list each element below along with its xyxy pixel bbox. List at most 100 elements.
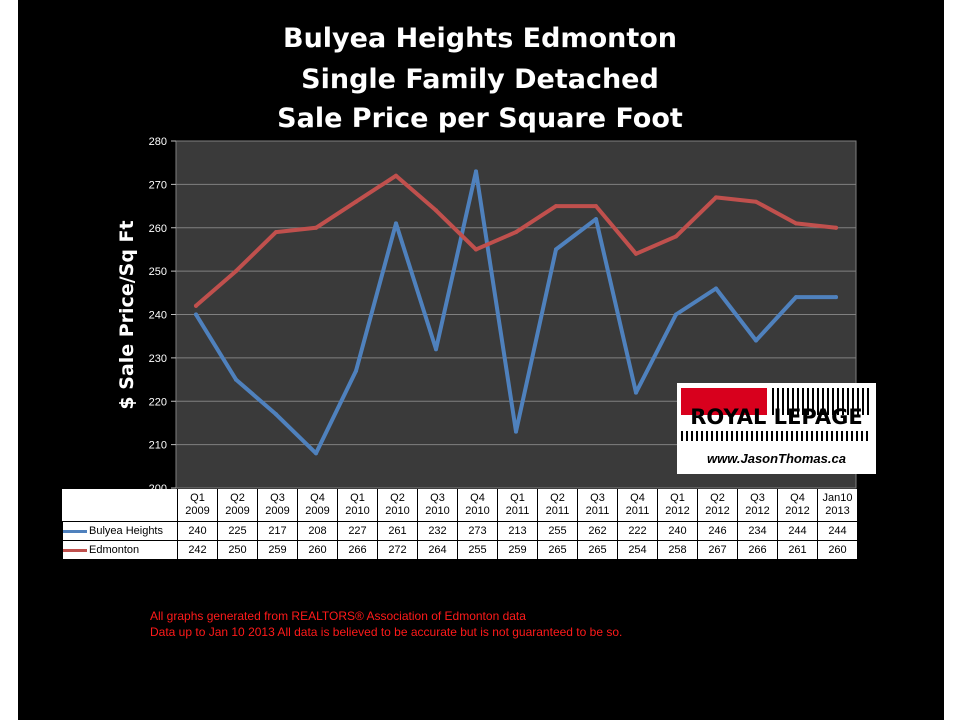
data-point-bulyea-heights — [314, 451, 318, 456]
data-point-edmonton — [554, 204, 558, 209]
y-tick-label: 270 — [149, 179, 167, 191]
x-tick-label: Q2 2009 — [217, 489, 258, 522]
y-tick-label: 230 — [149, 353, 167, 365]
data-point-bulyea-heights — [274, 412, 278, 417]
data-label: 259 — [497, 540, 538, 560]
data-label: 254 — [617, 540, 658, 560]
y-tick-label: 210 — [149, 440, 167, 452]
data-label: 258 — [657, 540, 698, 560]
chart-title-line-3: Sale Price per Square Foot — [277, 103, 683, 134]
data-label: 222 — [617, 521, 658, 541]
data-point-bulyea-heights — [434, 347, 438, 352]
data-point-bulyea-heights — [234, 377, 238, 382]
data-label: 267 — [697, 540, 738, 560]
data-label: 255 — [457, 540, 498, 560]
logo-website: www.JasonThomas.ca — [707, 451, 846, 466]
data-point-bulyea-heights — [674, 312, 678, 317]
footnote-disclaimer: Data up to Jan 10 2013 All data is belie… — [150, 625, 623, 639]
data-point-bulyea-heights — [714, 286, 718, 291]
x-tick-label: Q1 2010 — [337, 489, 378, 522]
x-tick-label: Q2 2011 — [537, 489, 578, 522]
x-tick-label: Q3 2011 — [577, 489, 618, 522]
data-point-edmonton — [674, 234, 678, 239]
data-point-edmonton — [834, 225, 838, 230]
legend-entry: Edmonton — [62, 540, 178, 560]
logo-barcode-stripes-lower — [681, 431, 871, 441]
data-point-bulyea-heights — [354, 368, 358, 373]
x-tick-label: Q2 2010 — [377, 489, 418, 522]
data-label: 244 — [777, 521, 818, 541]
data-label: 265 — [537, 540, 578, 560]
table-corner — [63, 489, 178, 522]
data-label: 240 — [177, 521, 218, 541]
x-tick-label: Q4 2010 — [457, 489, 498, 522]
x-tick-label: Q4 2011 — [617, 489, 658, 522]
data-label: 234 — [737, 521, 778, 541]
logo-brand-name: ROYAL LEPAGE — [690, 405, 863, 429]
data-label: 272 — [377, 540, 418, 560]
data-point-edmonton — [634, 251, 638, 256]
table-row: Edmonton 242 250 259 260 266 272 264 255 259 265 26… — [62, 540, 858, 560]
logo-red-block — [681, 388, 767, 415]
y-tick-label: 250 — [149, 266, 167, 278]
data-label: 227 — [337, 521, 378, 541]
data-label: 273 — [457, 521, 498, 541]
logo-barcode-stripes — [772, 388, 870, 415]
data-label: 232 — [417, 521, 458, 541]
data-point-edmonton — [754, 199, 758, 204]
legend-swatch — [63, 548, 87, 552]
data-label: 266 — [337, 540, 378, 560]
data-point-bulyea-heights — [834, 295, 838, 300]
data-point-edmonton — [314, 225, 318, 230]
y-tick-label: 240 — [149, 310, 167, 322]
data-label: 246 — [697, 521, 738, 541]
data-point-bulyea-heights — [514, 429, 518, 434]
data-point-edmonton — [714, 195, 718, 200]
chart-title-line-1: Bulyea Heights Edmonton — [282, 23, 678, 54]
y-tick-label: 220 — [149, 396, 167, 408]
data-label: 213 — [497, 521, 538, 541]
legend-swatch — [63, 529, 87, 533]
x-tick-label: Q2 2012 — [697, 489, 738, 522]
footnote-source: All graphs generated from REALTORS® Asso… — [150, 609, 526, 623]
x-tick-label: Jan10 2013 — [817, 489, 858, 522]
data-point-bulyea-heights — [554, 247, 558, 252]
data-label: 260 — [297, 540, 338, 560]
data-label: 208 — [297, 521, 338, 541]
data-label: 225 — [217, 521, 258, 541]
data-label: 266 — [737, 540, 778, 560]
data-label: 244 — [817, 521, 858, 541]
data-point-edmonton — [234, 269, 238, 274]
x-tick-label: Q1 2011 — [497, 489, 538, 522]
data-label: 260 — [817, 540, 858, 560]
data-label: 261 — [777, 540, 818, 560]
data-point-bulyea-heights — [754, 338, 758, 343]
data-label: 259 — [257, 540, 298, 560]
data-point-bulyea-heights — [594, 217, 598, 222]
data-label: 255 — [537, 521, 578, 541]
data-point-bulyea-heights — [194, 312, 198, 317]
data-point-edmonton — [394, 173, 398, 178]
x-tick-label: Q3 2009 — [257, 489, 298, 522]
data-label: 250 — [217, 540, 258, 560]
data-label: 240 — [657, 521, 698, 541]
data-point-edmonton — [434, 208, 438, 213]
data-point-edmonton — [594, 204, 598, 209]
data-point-edmonton — [794, 221, 798, 226]
data-point-bulyea-heights — [394, 221, 398, 226]
data-table: Q1 2009 Q2 2009 Q3 2009 Q4 2009 Q1 2010 Q2 2010 Q3 20… — [62, 489, 858, 560]
table-header-row: Q1 2009 Q2 2009 Q3 2009 Q4 2009 Q1 2010 Q2 2010 Q3 20… — [63, 489, 858, 522]
y-tick-label: 260 — [149, 223, 167, 235]
data-point-bulyea-heights — [794, 295, 798, 300]
data-label: 264 — [417, 540, 458, 560]
data-label: 242 — [177, 540, 218, 560]
data-point-edmonton — [274, 230, 278, 235]
y-tick-label: 280 — [149, 136, 167, 148]
x-tick-label: Q3 2010 — [417, 489, 458, 522]
x-tick-label: Q1 2009 — [177, 489, 218, 522]
data-label: 265 — [577, 540, 618, 560]
data-point-bulyea-heights — [634, 390, 638, 395]
table-row: Bulyea Heights 240 225 217 208 227 261 232 273 21… — [62, 521, 858, 541]
data-point-edmonton — [474, 247, 478, 252]
x-tick-label: Q3 2012 — [737, 489, 778, 522]
